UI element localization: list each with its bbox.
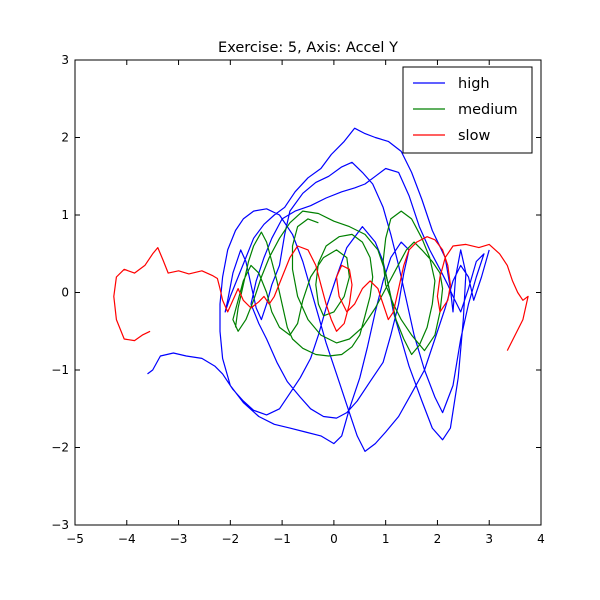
x-tick-label: −4 xyxy=(118,532,136,546)
y-tick-label: 2 xyxy=(61,131,69,145)
x-tick-label: 3 xyxy=(485,532,493,546)
x-tick-label: 2 xyxy=(434,532,442,546)
legend: high medium slow xyxy=(402,66,533,154)
y-tick-label: 3 xyxy=(61,53,69,67)
x-tick-label: −2 xyxy=(221,532,239,546)
axis-ticks: −5 −4 −3 −2 −1 0 1 2 3 4 −3 −2 −1 0 1 2 3 xyxy=(51,53,545,546)
x-tick-label: 1 xyxy=(382,532,390,546)
chart-title: Exercise: 5, Axis: Accel Y xyxy=(218,40,398,56)
legend-label-medium: medium xyxy=(458,102,518,118)
x-tick-label: 0 xyxy=(330,532,338,546)
series-line-slow xyxy=(113,236,529,351)
series-line-medium xyxy=(232,210,444,357)
y-tick-label: −1 xyxy=(51,363,69,377)
legend-box xyxy=(402,66,533,154)
y-tick-label: 1 xyxy=(61,208,69,222)
legend-label-high: high xyxy=(458,76,490,92)
series-lines xyxy=(113,127,529,452)
y-tick-label: −2 xyxy=(51,441,69,455)
legend-label-slow: slow xyxy=(458,128,490,144)
x-tick-label: 4 xyxy=(537,532,545,546)
x-tick-label: −3 xyxy=(170,532,188,546)
y-tick-label: 0 xyxy=(61,286,69,300)
x-tick-label: −1 xyxy=(273,532,291,546)
x-tick-label: −5 xyxy=(66,532,84,546)
y-tick-label: −3 xyxy=(51,518,69,532)
series-line-high xyxy=(147,127,490,452)
